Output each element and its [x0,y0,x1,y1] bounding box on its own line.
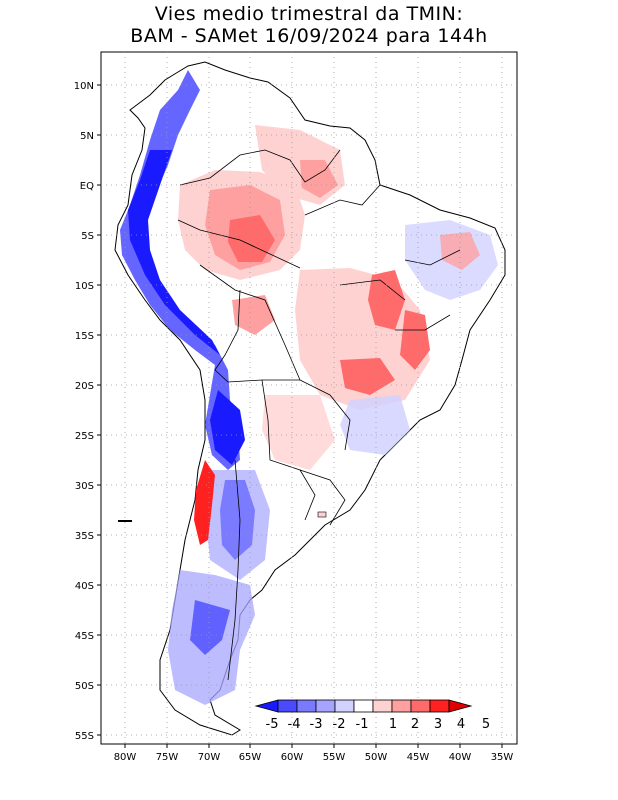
colorbar-arrow-high [448,699,473,713]
lon-label: 40W [449,752,472,763]
colorbar-label: -4 [288,717,301,732]
northeast-warm-spot [440,232,480,270]
colorbar-box [315,699,336,713]
lat-label: 10S [75,281,94,292]
colorbar-label: 2 [411,717,419,732]
longitude-labels: 80W 75W 70W 65W 60W 55W 50W 45W 40W 35W [114,752,514,763]
lon-label: 45W [407,752,430,763]
lat-label: 35S [75,531,94,542]
colorbar-label: 3 [434,717,442,732]
southern-brazil-mixed [340,395,410,455]
map-title-line-2: BAM - SAMet 16/09/2024 para 144h [130,25,488,47]
lon-label: 35W [491,752,514,763]
patagonia-cold-core [190,600,230,655]
lon-label: 65W [239,752,262,763]
lagoon-marker [317,511,327,518]
colorbar-box [277,699,298,713]
map-area [101,52,517,744]
colorbar-label: -3 [310,717,323,732]
colorbar-label: -5 [266,717,279,732]
colorbar-box [334,699,355,713]
tocantins-warm [368,270,405,330]
lat-label: 55S [75,731,94,742]
colorbar-labels: -5 -4 -3 -2 -1 1 2 3 4 5 [266,717,491,732]
lat-label: 40S [75,581,94,592]
central-andes-cold [210,390,245,465]
lat-label: 30S [75,481,94,492]
lat-label: 45S [75,631,94,642]
chile-warm-bias [194,460,215,545]
colorbar-label: 5 [482,717,490,732]
colorbar-box [296,699,317,713]
lon-label: 75W [156,752,179,763]
amazon-warm-peak [228,215,275,262]
colorbar-box [353,699,374,713]
colorbar-label: 4 [457,717,465,732]
lat-label: 50S [75,681,94,692]
colorbar [254,699,473,713]
lat-label: 10N [74,81,94,92]
lat-label: 5S [81,231,94,242]
andes-strong-cold [128,150,220,355]
lat-label: 20S [75,381,94,392]
south-central-warm [340,358,395,395]
lon-label: 60W [281,752,304,763]
map-title-line-1: Vies medio trimestral da TMIN: [154,3,464,25]
lon-label: 70W [198,752,221,763]
rondonia-warm [232,295,275,335]
lat-label: 25S [75,431,94,442]
colorbar-box [410,699,431,713]
colorbar-label: 1 [389,717,397,732]
colorbar-box [429,699,450,713]
axis-ticks [97,84,503,748]
minas-warm [400,310,430,370]
northern-amazon-warm [300,160,338,198]
country-borders [177,149,461,681]
colorbar-box [391,699,412,713]
colorbar-label: -2 [333,717,346,732]
lat-label: 15S [75,331,94,342]
colorbar-box [372,699,393,713]
lon-label: 55W [323,752,346,763]
lat-label: EQ [80,181,94,192]
island-marker [118,520,132,522]
colorbar-label: -1 [356,717,369,732]
graticule [101,52,517,744]
cuyo-cold-halo [205,470,270,580]
chaco-light-warm [262,395,335,470]
lon-label: 50W [365,752,388,763]
lon-label: 80W [114,752,137,763]
lat-label: 5N [80,131,94,142]
latitude-labels: 10N 5N EQ 5S 10S 15S 20S 25S 30S 35S 40S… [74,81,94,742]
